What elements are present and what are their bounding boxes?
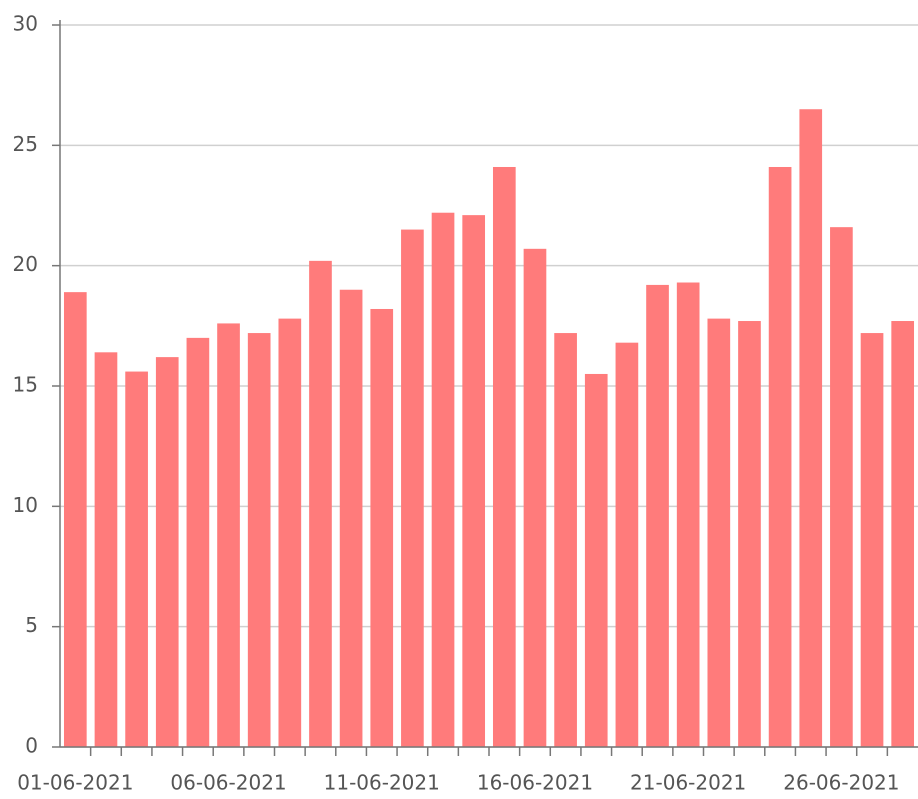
y-tick-label: 10 xyxy=(13,493,38,517)
bar xyxy=(278,318,302,747)
y-tick-label: 25 xyxy=(13,132,38,156)
bar xyxy=(462,215,486,748)
y-tick-label: 0 xyxy=(25,734,38,758)
y-tick-label: 30 xyxy=(13,12,38,36)
bar xyxy=(125,371,148,747)
x-tick-label: 26-06-2021 xyxy=(783,771,899,795)
bar xyxy=(309,260,332,747)
bar xyxy=(155,357,179,747)
x-tick-label: 11-06-2021 xyxy=(324,771,440,795)
bar xyxy=(431,212,455,748)
x-tick-label: 21-06-2021 xyxy=(630,771,746,795)
bar xyxy=(186,337,210,747)
bar xyxy=(217,323,240,747)
bar xyxy=(799,109,823,747)
bar xyxy=(523,248,547,747)
bar xyxy=(584,373,608,747)
bar xyxy=(94,352,118,747)
bar xyxy=(830,227,853,747)
bar xyxy=(860,333,884,747)
bar xyxy=(492,166,516,747)
bar xyxy=(370,308,394,747)
bar xyxy=(554,333,577,747)
x-tick-label: 01-06-2021 xyxy=(17,771,133,795)
bar xyxy=(707,318,731,747)
bar xyxy=(339,289,363,747)
y-tick-label: 5 xyxy=(25,613,38,637)
bar xyxy=(768,166,792,747)
bar xyxy=(615,342,639,747)
bar xyxy=(676,282,700,747)
y-tick-label: 20 xyxy=(13,252,38,276)
bar xyxy=(646,284,669,747)
x-tick-label: 06-06-2021 xyxy=(170,771,286,795)
bar xyxy=(891,321,915,747)
bar xyxy=(738,321,761,747)
y-tick-label: 15 xyxy=(13,373,38,397)
bar xyxy=(401,229,424,748)
bar xyxy=(247,333,271,747)
bar xyxy=(63,292,87,747)
x-tick-label: 16-06-2021 xyxy=(477,771,593,795)
